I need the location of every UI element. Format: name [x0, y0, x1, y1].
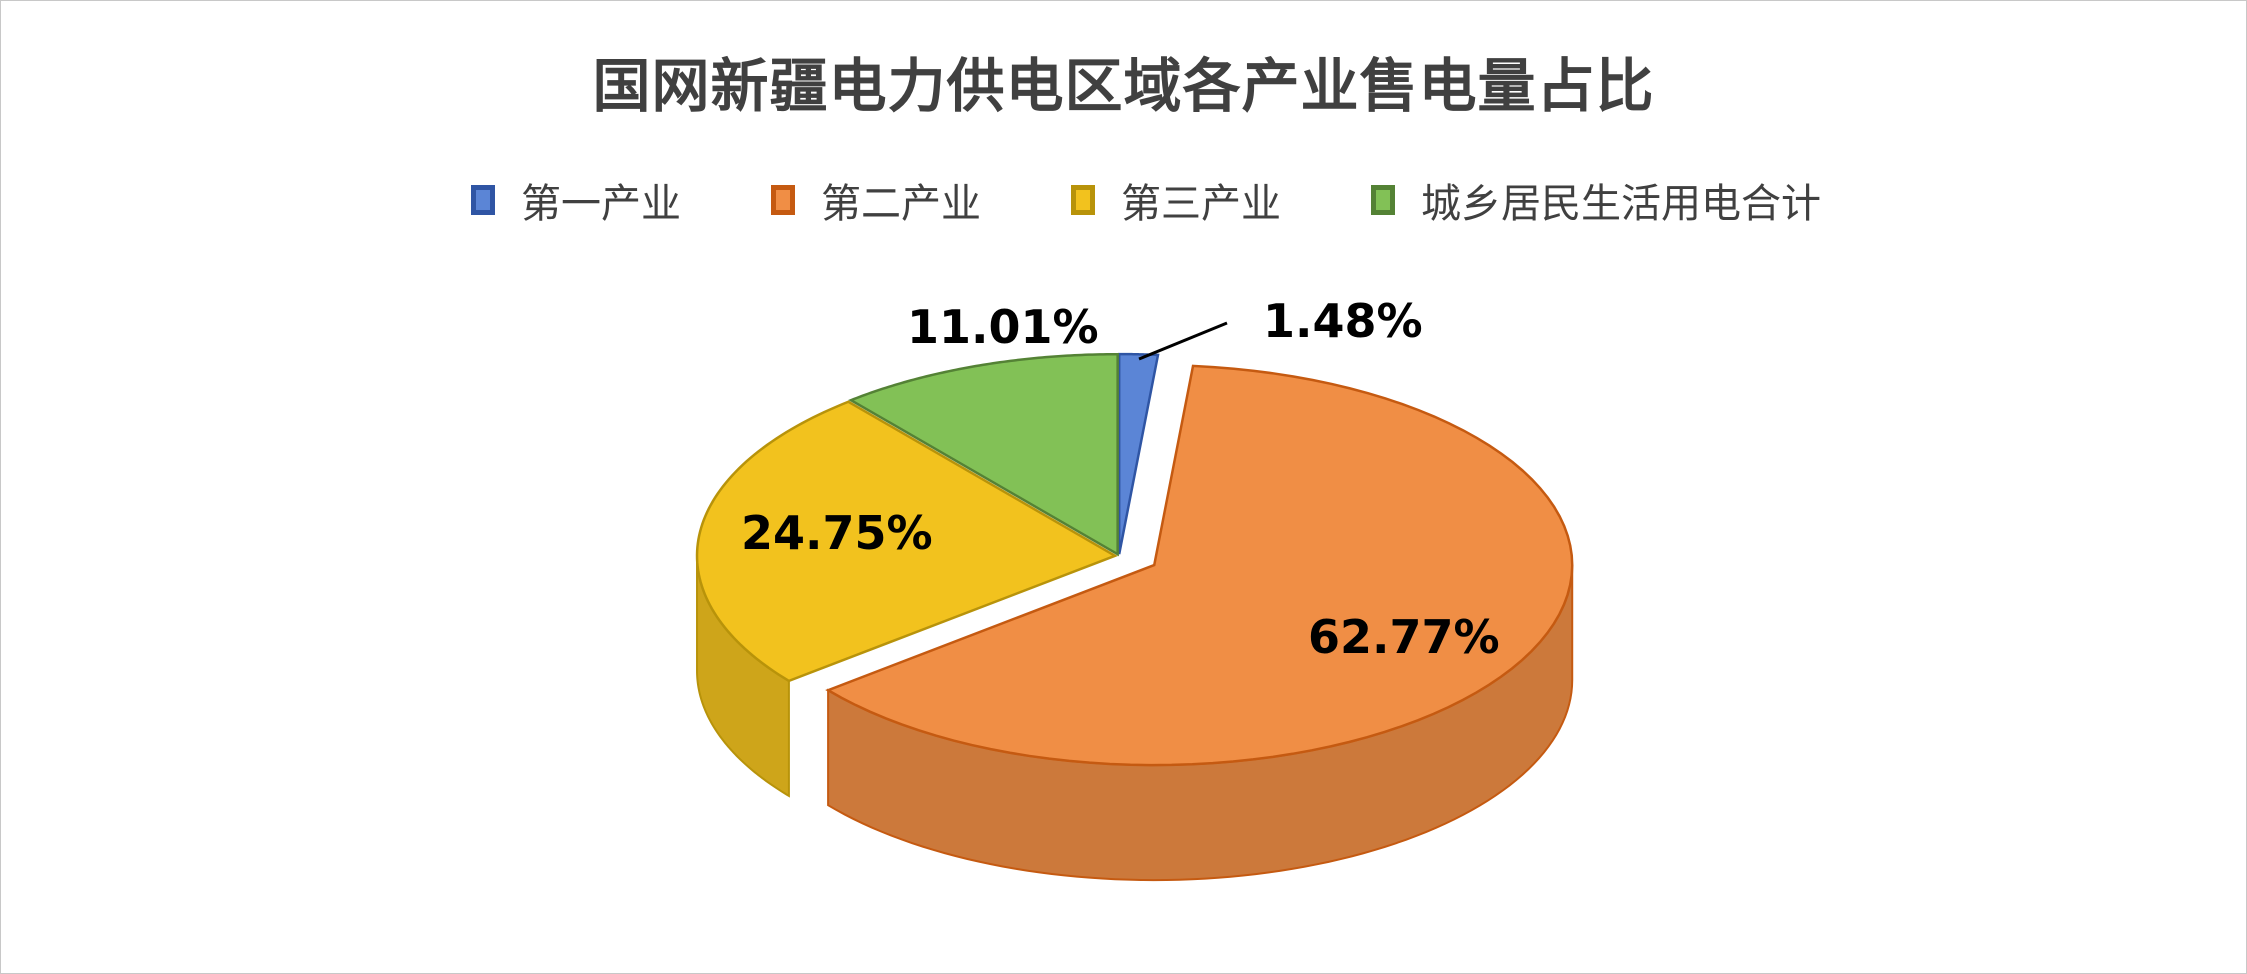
pie-slice-2[interactable] [695, 400, 1118, 683]
legend-swatch [1071, 185, 1095, 215]
pie-slice-3[interactable] [848, 352, 1119, 557]
legend-label: 第一产业 [521, 181, 681, 227]
data-label-secondary: 62.77% [1308, 610, 1500, 664]
pie-slice-1[interactable] [825, 364, 1574, 767]
legend-swatch [1371, 185, 1395, 215]
data-label-tertiary: 24.75% [741, 506, 933, 560]
legend-item-secondary: 第二产业 [771, 171, 981, 229]
pie-slice-0[interactable] [1117, 352, 1160, 555]
legend-label: 第三产业 [1121, 181, 1281, 227]
legend-swatch [471, 185, 495, 215]
leader-line [1138, 321, 1228, 361]
legend: 第一产业 第二产业 第三产业 城乡居民生活用电合计 [471, 171, 1911, 229]
legend-item-residential: 城乡居民生活用电合计 [1371, 171, 1821, 229]
legend-label: 第二产业 [821, 181, 981, 227]
legend-item-primary: 第一产业 [471, 171, 681, 229]
legend-item-tertiary: 第三产业 [1071, 171, 1281, 229]
data-label-residential: 11.01% [907, 300, 1099, 354]
chart-title: 国网新疆电力供电区域各产业售电量占比 [592, 52, 1655, 120]
data-label-primary: 1.48% [1263, 294, 1423, 348]
legend-label: 城乡居民生活用电合计 [1421, 181, 1821, 227]
legend-swatch [771, 185, 795, 215]
